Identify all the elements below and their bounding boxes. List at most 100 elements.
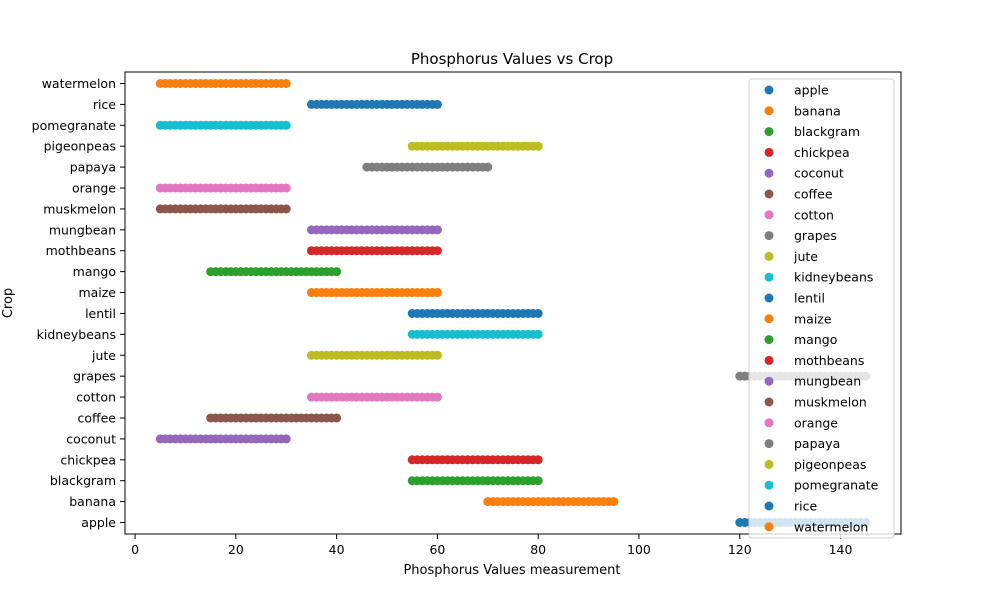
x-tick-label: 40: [329, 542, 345, 557]
legend-marker-pigeonpeas: [764, 459, 774, 469]
x-axis-label: Phosphorus Values measurement: [403, 563, 620, 578]
data-point-coffee: [332, 413, 342, 423]
data-point-banana: [609, 497, 619, 507]
x-tick-label: 80: [530, 542, 546, 557]
y-tick-label-muskmelon: muskmelon: [43, 201, 116, 216]
legend-marker-coffee: [764, 189, 774, 199]
y-tick-label-grapes: grapes: [73, 369, 116, 384]
data-point-pigeonpeas: [533, 141, 543, 151]
data-point-coconut: [281, 434, 291, 444]
legend-marker-papaya: [764, 439, 774, 449]
data-point-blackgram: [533, 476, 543, 486]
legend-label-coffee: coffee: [794, 187, 833, 202]
legend-label-maize: maize: [794, 311, 832, 326]
legend-label-rice: rice: [794, 499, 817, 514]
y-tick-label-chickpea: chickpea: [60, 452, 116, 467]
data-point-cotton: [432, 392, 442, 402]
y-tick-label-blackgram: blackgram: [50, 473, 116, 488]
legend-label-watermelon: watermelon: [794, 519, 868, 534]
legend-marker-grapes: [764, 231, 774, 241]
legend-marker-mungbean: [764, 376, 774, 386]
data-point-muskmelon: [281, 204, 291, 214]
legend-marker-pomegranate: [764, 480, 774, 490]
x-axis: 0 20 40 60 80 100 120 140: [131, 534, 853, 557]
legend-label-cotton: cotton: [794, 207, 834, 222]
legend-label-blackgram: blackgram: [794, 124, 860, 139]
legend-label-apple: apple: [794, 83, 829, 98]
legend-marker-watermelon: [764, 522, 774, 532]
y-axis: apple banana blackgram chickpea coconut coffe…: [32, 76, 125, 530]
y-axis-label: Crop: [1, 288, 16, 318]
y-tick-label-jute: jute: [91, 348, 116, 363]
legend-label-pigeonpeas: pigeonpeas: [794, 457, 866, 472]
data-point-chickpea: [533, 455, 543, 465]
legend-marker-orange: [764, 418, 774, 428]
data-point-mothbeans: [432, 246, 442, 256]
x-tick-label: 120: [728, 542, 752, 557]
x-tick-label: 20: [228, 542, 244, 557]
x-tick-label: 0: [131, 542, 139, 557]
legend-label-banana: banana: [794, 103, 841, 118]
legend-marker-mango: [764, 335, 774, 345]
y-tick-label-mango: mango: [73, 264, 116, 279]
legend-marker-apple: [764, 85, 774, 95]
y-tick-label-banana: banana: [69, 494, 116, 509]
legend-box: [748, 78, 895, 539]
x-tick-label: 60: [429, 542, 445, 557]
legend-marker-kidneybeans: [764, 272, 774, 282]
y-tick-label-pigeonpeas: pigeonpeas: [44, 139, 116, 154]
legend-marker-muskmelon: [764, 397, 774, 407]
legend-label-mothbeans: mothbeans: [794, 353, 864, 368]
data-point-rice: [432, 99, 442, 109]
chart-title: Phosphorus Values vs Crop: [411, 50, 613, 68]
y-tick-label-orange: orange: [72, 181, 116, 196]
plot-frame: [124, 71, 902, 535]
legend-marker-lentil: [764, 293, 774, 303]
legend-label-pomegranate: pomegranate: [794, 478, 879, 493]
legend-marker-banana: [764, 106, 774, 116]
data-point-lentil: [533, 308, 543, 318]
data-point-pomegranate: [281, 120, 291, 130]
data-point-watermelon: [281, 78, 291, 88]
legend-label-chickpea: chickpea: [794, 145, 850, 160]
legend-label-muskmelon: muskmelon: [794, 395, 867, 410]
data-point-jute: [432, 350, 442, 360]
legend-marker-mothbeans: [764, 355, 774, 365]
data-point-orange: [281, 183, 291, 193]
y-tick-label-watermelon: watermelon: [42, 76, 116, 91]
legend-label-mungbean: mungbean: [794, 374, 861, 389]
legend-label-papaya: papaya: [794, 436, 840, 451]
legend-marker-chickpea: [764, 147, 774, 157]
x-tick-label: 100: [627, 542, 651, 557]
y-tick-label-coffee: coffee: [77, 410, 116, 425]
legend-label-jute: jute: [793, 249, 818, 264]
data-point-mungbean: [432, 225, 442, 235]
data-point-papaya: [483, 162, 493, 172]
y-tick-label-apple: apple: [81, 515, 116, 530]
legend-label-coconut: coconut: [794, 166, 844, 181]
y-tick-label-pomegranate: pomegranate: [32, 118, 117, 133]
y-tick-label-lentil: lentil: [85, 306, 116, 321]
y-tick-label-rice: rice: [93, 97, 116, 112]
y-tick-label-papaya: papaya: [70, 160, 116, 175]
legend-marker-rice: [764, 501, 774, 511]
y-tick-label-coconut: coconut: [66, 431, 116, 446]
x-tick-label: 140: [829, 542, 853, 557]
y-tick-label-maize: maize: [78, 285, 116, 300]
y-tick-label-cotton: cotton: [76, 390, 116, 405]
legend-label-kidneybeans: kidneybeans: [794, 270, 873, 285]
legend-label-mango: mango: [794, 332, 837, 347]
legend-label-lentil: lentil: [794, 291, 825, 306]
y-tick-label-kidneybeans: kidneybeans: [37, 327, 116, 342]
legend-label-grapes: grapes: [794, 228, 837, 243]
legend: apple banana blackgram chickpea coconut coffe…: [748, 78, 895, 539]
legend-marker-cotton: [764, 210, 774, 220]
legend-marker-maize: [764, 314, 774, 324]
y-tick-label-mungbean: mungbean: [49, 222, 116, 237]
data-point-mango: [332, 267, 342, 277]
data-point-kidneybeans: [533, 329, 543, 339]
legend-marker-coconut: [764, 168, 774, 178]
y-tick-label-mothbeans: mothbeans: [46, 243, 116, 258]
